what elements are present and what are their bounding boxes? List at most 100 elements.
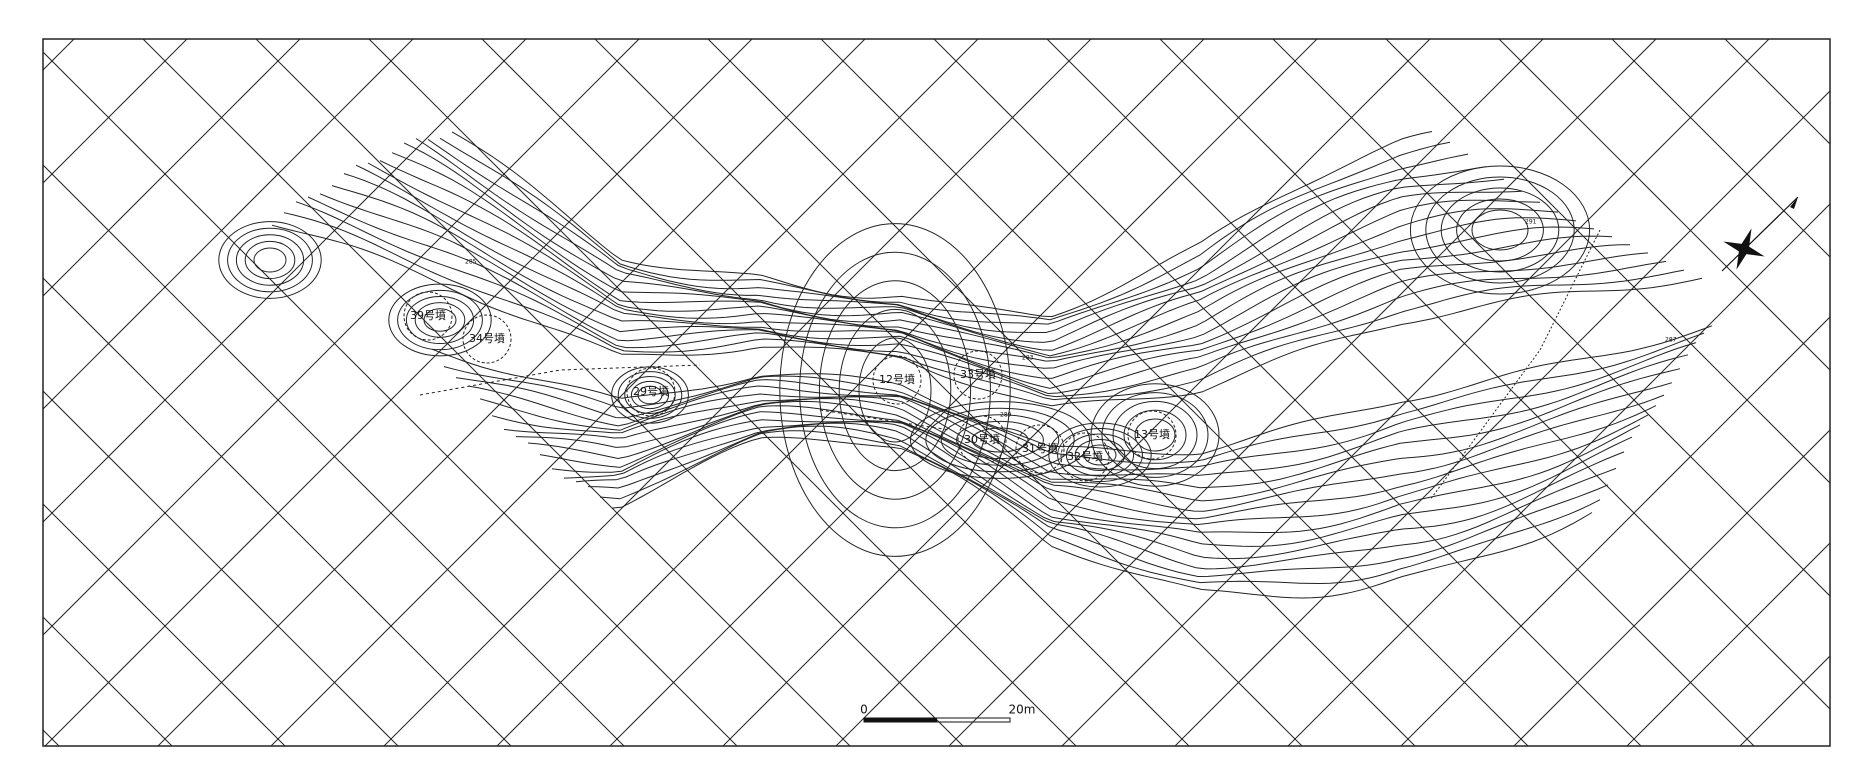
contour-line [1471, 209, 1529, 251]
contour-line [956, 420, 1044, 460]
contour-line [367, 162, 1559, 359]
contour-line [479, 368, 1681, 489]
path-line [819, 409, 951, 431]
contour-label: 283 [1022, 355, 1034, 362]
grid-line [594, 39, 1303, 746]
contour-line [427, 138, 1469, 325]
contour-line [1425, 176, 1575, 284]
mound-outline [953, 350, 1003, 400]
grid-line [1287, 203, 1830, 746]
contour-line [319, 193, 1631, 389]
contour-line [1134, 418, 1176, 452]
mound-label: 31号墳 [1022, 442, 1058, 455]
contour-line [253, 247, 287, 273]
contour-line [587, 425, 1609, 578]
grid-line [43, 729, 60, 746]
contour-line [283, 212, 1685, 401]
contour-line [539, 411, 1641, 533]
grid-line [368, 39, 1077, 746]
contour-line [527, 405, 1649, 526]
contour-line [1112, 400, 1198, 470]
contour-line [271, 224, 1703, 407]
contour-line [1101, 392, 1209, 478]
contour-line [1057, 428, 1143, 482]
contour-line [343, 173, 1595, 369]
grid-line [43, 39, 414, 410]
mound-label: 34号墳 [469, 332, 505, 345]
contour-line [575, 422, 1617, 570]
contour-line [1090, 383, 1220, 487]
grid-line [43, 616, 173, 746]
grid-line [1272, 39, 1830, 597]
contour-line [1409, 165, 1591, 295]
mound-outline [1127, 410, 1177, 460]
path-line [419, 364, 701, 396]
contour-label: 287 [1665, 337, 1677, 344]
contour-line [451, 131, 1433, 318]
contour-line [551, 419, 1633, 547]
contour-line [909, 401, 1091, 479]
contour-line [307, 196, 1649, 395]
contour-line [637, 385, 663, 405]
contour-line [331, 185, 1613, 379]
grid-line [43, 39, 188, 184]
contour-line [439, 137, 1451, 321]
grid-line [142, 39, 851, 746]
north-arrow [1721, 196, 1799, 272]
contour-line [403, 142, 1505, 343]
contour-line [491, 382, 1673, 502]
mound-label: 33号墳 [960, 368, 996, 381]
mound-label: 32号墳 [1067, 450, 1103, 463]
contour-line [599, 430, 1601, 585]
labels: 39号墳 34号墳 29号墳 12号墳 33号墳 30号墳 31号墳 32号墳 13号墳 283 2… [403, 219, 1677, 482]
grid-line [44, 39, 753, 746]
contour-line [503, 394, 1665, 512]
mound-outline [626, 367, 676, 417]
contour-line [925, 407, 1075, 473]
scale-start: 0 [860, 703, 868, 717]
mound-outline [1060, 432, 1110, 482]
grid-line [820, 39, 1529, 746]
grid-line [255, 39, 964, 746]
grid-line [43, 164, 625, 746]
contour-line [218, 221, 322, 299]
contour-line [355, 164, 1577, 362]
grid-line [1799, 0, 1863, 782]
grid-line [43, 51, 738, 746]
grid-line [1739, 655, 1830, 746]
grid-line [1626, 542, 1830, 746]
mound-label: 12号墳 [879, 373, 915, 386]
contour-line [295, 201, 1667, 398]
contour-line [515, 400, 1657, 520]
grid-line [43, 39, 301, 297]
mound-outline [462, 314, 512, 364]
contour-line [617, 371, 683, 419]
grid-line [43, 390, 399, 746]
grid-line [43, 39, 527, 523]
grid-line [948, 39, 1657, 746]
contour-line [799, 251, 991, 529]
grid-line [481, 39, 1190, 746]
contours [218, 131, 1713, 599]
mound-label: 39号墳 [410, 309, 446, 322]
contour-line [467, 354, 1689, 476]
mound-outline [957, 415, 1007, 465]
scale-bar: 0 20m [860, 703, 1035, 723]
mound-outline [403, 291, 453, 341]
scale-bar-fill [864, 718, 937, 722]
grid-line [609, 39, 1318, 746]
contour-line [1123, 409, 1187, 461]
contour-line [1456, 198, 1544, 262]
contour-line [1048, 422, 1152, 488]
contour-line [379, 160, 1541, 357]
contour-line [611, 436, 1593, 599]
contour-line [563, 421, 1625, 560]
grid-line [707, 39, 1416, 746]
grid-line [1799, 0, 1863, 782]
grid-line [1498, 39, 1830, 371]
grid-line [1724, 39, 1830, 145]
grid-line [43, 503, 286, 746]
grid-line [1061, 39, 1770, 746]
